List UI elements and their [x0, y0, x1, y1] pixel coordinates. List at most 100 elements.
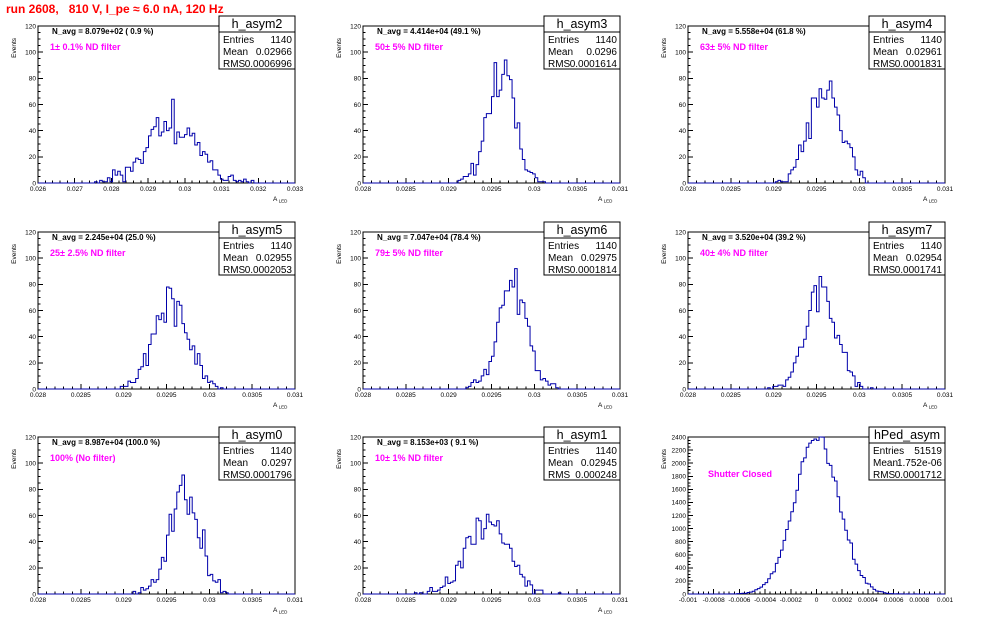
- y-tick-label: 0: [682, 591, 686, 598]
- histogram-line: [363, 59, 620, 184]
- navg-label: N_avg = 8.153e+03 ( 9.1 %): [377, 438, 479, 447]
- y-tick-label: 60: [679, 308, 687, 315]
- y-axis-label: Events: [661, 243, 668, 264]
- x-tick-label: 0.027: [67, 186, 84, 193]
- stats-mean-label: Mean: [873, 253, 898, 264]
- stats-rms-label: RMS: [223, 265, 246, 276]
- filter-annotation: 63± 5% ND filter: [700, 42, 768, 52]
- y-tick-label: 120: [350, 229, 361, 236]
- filter-annotation: 79± 5% ND filter: [375, 248, 443, 258]
- x-tick-label: 0.03: [853, 186, 866, 193]
- x-tick-label: 0.032: [250, 186, 267, 193]
- x-tick-label: 0.0285: [396, 597, 416, 604]
- y-tick-label: 120: [350, 23, 361, 30]
- y-tick-label: 600: [675, 552, 686, 559]
- y-tick-label: 120: [350, 434, 361, 441]
- stats-entries-label: Entries: [223, 35, 254, 46]
- x-tick-label: 0.028: [30, 597, 47, 604]
- y-tick-label: 40: [354, 334, 362, 341]
- x-tick-label: -0.0004: [754, 597, 776, 604]
- stats-entries-value: 1140: [270, 241, 292, 252]
- y-tick-label: 60: [679, 102, 687, 109]
- filter-annotation: 25± 2.5% ND filter: [50, 248, 126, 258]
- stats-mean-label: Mean: [223, 47, 248, 58]
- x-tick-label: 0.001: [937, 597, 954, 604]
- x-axis-label: A LED: [273, 607, 288, 615]
- stats-rms-value: 0.0001741: [895, 265, 943, 276]
- stats-rms-label: RMS: [223, 470, 246, 481]
- x-tick-label: 0.028: [355, 392, 372, 399]
- x-tick-label: -0.0002: [780, 597, 802, 604]
- x-tick-label: 0.0285: [71, 597, 91, 604]
- x-axis-label: A LED: [598, 607, 613, 615]
- stats-entries-label: Entries: [548, 241, 579, 252]
- y-tick-label: 20: [29, 565, 37, 572]
- stats-title: h_asym7: [882, 223, 933, 237]
- x-tick-label: 0.029: [441, 597, 458, 604]
- y-tick-label: 100: [25, 460, 36, 467]
- x-tick-label: 0.0305: [242, 392, 262, 399]
- y-tick-label: 80: [29, 487, 37, 494]
- stats-mean-value: 0.02945: [581, 458, 618, 469]
- y-tick-label: 2200: [672, 447, 687, 454]
- x-tick-label: 0.028: [355, 186, 372, 193]
- navg-label: N_avg = 8.079e+02 ( 0.9 %): [52, 27, 154, 36]
- panel-h_asym3: 0.028 0.0285 0.029 0.0295 0.03 0.0305 0.031 0 20…: [336, 15, 629, 204]
- x-tick-label: -0.0008: [703, 597, 725, 604]
- y-tick-label: 60: [354, 513, 362, 520]
- filter-annotation: 40± 4% ND filter: [700, 248, 768, 258]
- y-tick-label: 120: [25, 229, 36, 236]
- stats-box: [218, 221, 296, 276]
- stats-entries-value: 1140: [595, 446, 617, 457]
- stats-rms-label: RMS: [548, 59, 571, 70]
- y-axis-label: Events: [661, 448, 668, 469]
- y-tick-label: 2400: [672, 434, 687, 441]
- stats-title: h_asym2: [232, 17, 283, 31]
- x-tick-label: 0.03: [528, 186, 541, 193]
- x-tick-label: 0.029: [766, 186, 783, 193]
- y-tick-label: 20: [29, 360, 37, 367]
- stats-entries-label: Entries: [873, 446, 904, 457]
- stats-rms-value: 0.0001796: [245, 470, 293, 481]
- panel-h_asym7: 0.028 0.0285 0.029 0.0295 0.03 0.0305 0.031 0 20…: [661, 221, 954, 410]
- x-tick-label: 0.031: [287, 392, 304, 399]
- x-axis-label: A LED: [598, 402, 613, 410]
- stats-mean-value: 0.0296: [586, 47, 617, 58]
- x-tick-label: 0.03: [203, 392, 216, 399]
- x-axis-label: A LED: [273, 196, 288, 204]
- stats-rms-value: 0.0006996: [245, 59, 293, 70]
- stats-rms-value: 0.0001712: [895, 470, 943, 481]
- y-tick-label: 100: [675, 49, 686, 56]
- y-tick-label: 80: [29, 282, 37, 289]
- x-tick-label: 0.028: [680, 186, 697, 193]
- y-tick-label: 40: [29, 334, 37, 341]
- stats-entries-label: Entries: [223, 446, 254, 457]
- x-tick-label: 0.029: [116, 597, 133, 604]
- run-title: run 2608, 810 V, I_pe ≈ 6.0 nA, 120 Hz: [6, 2, 224, 16]
- x-tick-label: 0.029: [441, 392, 458, 399]
- y-tick-label: 40: [354, 539, 362, 546]
- y-tick-label: 60: [354, 308, 362, 315]
- y-tick-label: 20: [354, 565, 362, 572]
- y-tick-label: 40: [354, 128, 362, 135]
- x-tick-label: -0.001: [679, 597, 698, 604]
- stats-title: h_asym1: [557, 428, 608, 442]
- y-tick-label: 0: [357, 386, 361, 393]
- panel-h_asym0: 0.028 0.0285 0.029 0.0295 0.03 0.0305 0.031 0 20…: [11, 426, 304, 615]
- stats-mean-value: 0.02961: [906, 47, 943, 58]
- x-tick-label: 0.028: [680, 392, 697, 399]
- y-tick-label: 100: [675, 255, 686, 262]
- y-tick-label: 40: [679, 334, 687, 341]
- stats-rms-label: RMS: [873, 470, 896, 481]
- stats-mean-value: 1.752e-06: [897, 458, 942, 469]
- panel-h_asym4: 0.028 0.0285 0.029 0.0295 0.03 0.0305 0.031 0 20…: [661, 15, 954, 204]
- y-tick-label: 200: [675, 578, 686, 585]
- y-tick-label: 1600: [672, 487, 687, 494]
- x-tick-label: 0.03: [179, 186, 192, 193]
- stats-rms-value: 0.0002053: [245, 265, 293, 276]
- panel-hPed_asym: -0.001 -0.0008 -0.0006 -0.0004 -0.0002 0 0.000…: [661, 426, 954, 604]
- x-tick-label: 0.0295: [157, 597, 177, 604]
- stats-rms-value: 0.000248: [575, 470, 617, 481]
- y-tick-label: 100: [350, 255, 361, 262]
